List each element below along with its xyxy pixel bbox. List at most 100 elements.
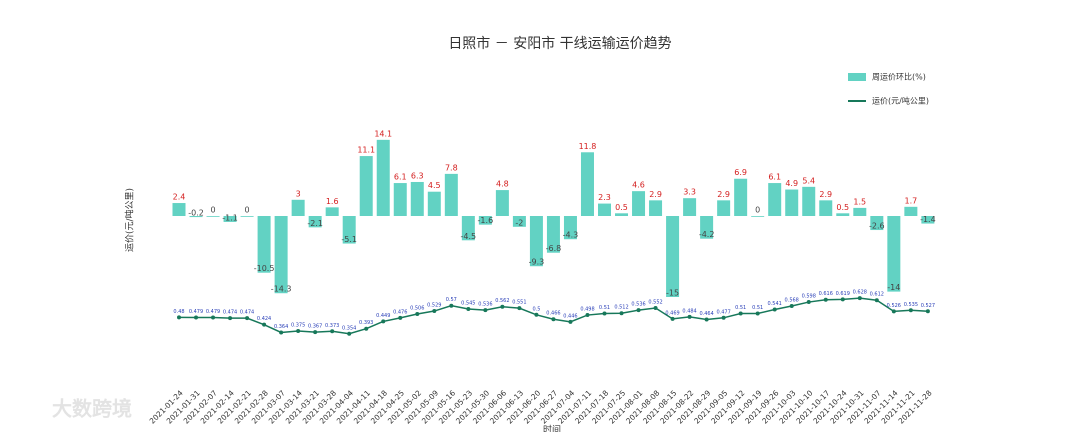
price-label: 0.479 (189, 309, 203, 315)
bar (189, 216, 203, 218)
bar (512, 216, 526, 227)
bar-value-label: -6.8 (546, 244, 562, 253)
bar-value-label: -14.3 (271, 285, 292, 294)
price-label: 0.551 (512, 300, 526, 306)
price-label: 0.541 (768, 301, 782, 307)
bar (632, 191, 646, 216)
price-point (296, 329, 301, 334)
bar (751, 216, 765, 217)
bar (853, 207, 867, 216)
bar (342, 216, 356, 244)
price-label: 0.536 (631, 302, 645, 308)
price-point (789, 303, 794, 308)
price-point (585, 313, 590, 318)
price-point (755, 311, 760, 316)
price-point (364, 326, 369, 331)
bar-value-label: -1.6 (478, 216, 494, 225)
price-point (483, 308, 488, 313)
bar (393, 183, 407, 216)
price-label: 0.612 (870, 292, 884, 298)
price-label: 0.568 (785, 297, 799, 303)
bar-value-label: -4.2 (699, 230, 715, 239)
price-label: 0.598 (802, 294, 816, 300)
price-point (449, 303, 454, 308)
price-label: 0.484 (682, 308, 696, 314)
bar-value-label: -10.5 (254, 264, 275, 273)
bar (819, 200, 833, 216)
bar-value-label: 6.1 (394, 173, 407, 182)
bar-value-label: 5.4 (802, 176, 815, 185)
bar (785, 189, 799, 216)
price-point (891, 309, 896, 314)
price-point (330, 329, 335, 334)
bar-value-label: 2.4 (173, 193, 186, 202)
price-label: 0.51 (752, 305, 763, 311)
price-point (619, 311, 624, 316)
price-point (721, 315, 726, 320)
bar (376, 139, 390, 216)
price-label: 0.373 (325, 323, 339, 329)
bar (580, 152, 594, 216)
price-label: 0.498 (580, 307, 594, 313)
price-point (313, 330, 318, 335)
bar (308, 216, 322, 228)
legend-label: 周运价环比(%) (872, 72, 926, 82)
bar-value-label: -4.5 (461, 232, 477, 241)
price-point (228, 316, 233, 321)
bar-value-label: -1.4 (920, 215, 936, 224)
bar (887, 216, 901, 292)
bar-value-label: -2 (515, 218, 523, 227)
bar (563, 216, 577, 240)
price-label: 0.474 (240, 310, 254, 316)
bar-value-label: 2.9 (819, 190, 832, 199)
bar-value-label: 6.1 (768, 173, 781, 182)
watermark: 大数跨境 (52, 397, 132, 421)
bar (717, 200, 731, 216)
bar-value-label: 1.6 (326, 197, 339, 206)
price-point (687, 314, 692, 319)
bar (615, 213, 629, 216)
price-point (857, 296, 862, 301)
bar-value-label: 6.9 (734, 168, 747, 177)
bar (700, 216, 714, 239)
price-point (738, 311, 743, 316)
price-point (279, 330, 284, 335)
price-label: 0.552 (648, 300, 662, 306)
price-label: 0.529 (427, 303, 441, 309)
bar-value-label: 3 (296, 189, 301, 198)
bar-value-label: -4.3 (563, 231, 579, 240)
bar-value-label: -9.3 (529, 258, 545, 267)
bar-value-label: -1.1 (222, 213, 238, 222)
bar (734, 178, 748, 216)
price-label: 0.526 (887, 303, 901, 309)
price-label: 0.545 (461, 300, 475, 306)
bar-value-label: 0 (755, 206, 760, 215)
bar (206, 216, 220, 217)
price-point (568, 319, 573, 324)
price-point (245, 316, 250, 321)
bar (836, 213, 850, 216)
price-label: 0.424 (257, 316, 271, 322)
price-point (840, 297, 845, 302)
y-axis-label: 运价(元/吨公里) (124, 188, 136, 252)
bar (649, 200, 663, 216)
price-label: 0.393 (359, 320, 373, 326)
price-label: 0.562 (495, 298, 509, 304)
price-point (500, 304, 505, 309)
bar-value-label: 3.3 (683, 188, 696, 197)
bar (683, 198, 697, 216)
price-label: 0.527 (921, 303, 935, 309)
price-label: 0.375 (291, 323, 305, 329)
bar (546, 216, 560, 253)
price-label: 0.619 (836, 291, 850, 297)
price-label: 0.48 (173, 309, 184, 315)
bar-value-label: 2.3 (598, 193, 611, 202)
bar (666, 216, 680, 297)
price-point (874, 298, 879, 303)
price-label: 0.479 (206, 309, 220, 315)
bar-value-label: 0 (245, 206, 250, 215)
legend-label: 运价(元/吨公里) (872, 96, 929, 106)
bar (461, 216, 475, 241)
price-label: 0.536 (478, 302, 492, 308)
bar-value-label: -15 (666, 289, 679, 298)
